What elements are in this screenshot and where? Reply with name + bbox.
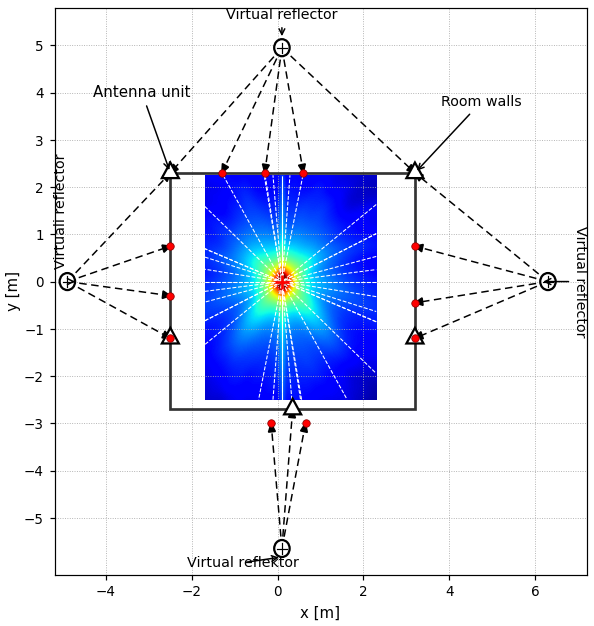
Polygon shape [263, 164, 269, 173]
Text: Antenna unit: Antenna unit [93, 85, 191, 169]
Polygon shape [415, 298, 423, 305]
X-axis label: x [m]: x [m] [301, 605, 340, 620]
Circle shape [274, 39, 290, 56]
Polygon shape [162, 163, 179, 178]
Polygon shape [299, 164, 305, 173]
Text: Room walls: Room walls [418, 95, 522, 170]
Polygon shape [268, 423, 276, 433]
Text: Virtual reflector: Virtual reflector [226, 8, 337, 35]
Text: Virtuali reflector: Virtuali reflector [54, 153, 68, 269]
Polygon shape [406, 163, 424, 178]
Y-axis label: y [m]: y [m] [6, 271, 21, 311]
Circle shape [59, 274, 75, 290]
Polygon shape [162, 173, 170, 182]
Text: Virtual reflektor: Virtual reflektor [187, 556, 299, 570]
Polygon shape [162, 331, 170, 339]
Polygon shape [222, 164, 229, 173]
Polygon shape [284, 399, 301, 414]
Polygon shape [415, 173, 423, 182]
Text: Virtual reflector: Virtual reflector [573, 226, 587, 337]
Polygon shape [162, 245, 170, 252]
Polygon shape [301, 423, 307, 433]
Polygon shape [162, 291, 170, 299]
Polygon shape [407, 165, 415, 173]
Polygon shape [415, 332, 424, 339]
Circle shape [274, 540, 290, 557]
Polygon shape [170, 165, 178, 173]
Bar [170, 173, 415, 409]
Polygon shape [289, 409, 295, 418]
Polygon shape [162, 328, 179, 344]
Polygon shape [406, 328, 424, 344]
Polygon shape [415, 245, 424, 252]
Circle shape [540, 274, 555, 290]
